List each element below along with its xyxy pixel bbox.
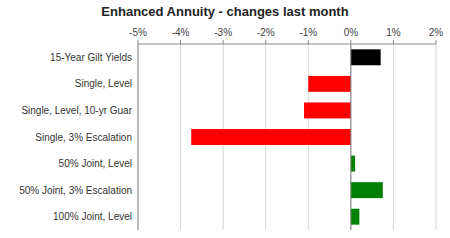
value-axis-line [138, 44, 436, 45]
chart-svg: Enhanced Annuity - changes last month -5%… [0, 0, 450, 238]
tick-mark [180, 40, 181, 44]
category-label: 15-Year Gilt Yields [50, 52, 132, 63]
category-axis-line [138, 44, 139, 230]
grid-line [180, 44, 181, 230]
grid-line [436, 44, 437, 230]
zero-line [350, 44, 351, 230]
tick-mark [265, 40, 266, 44]
grid-line [138, 44, 139, 230]
category-axis: 15-Year Gilt Yields Single, Level Single, … [19, 52, 132, 222]
bars [191, 49, 383, 224]
bar [191, 129, 351, 145]
bar [304, 102, 351, 118]
tick-label: -4% [172, 27, 190, 38]
tick-label: -3% [214, 27, 232, 38]
grid [138, 44, 436, 230]
category-label: 100% Joint, Level [53, 211, 132, 222]
bar [351, 182, 383, 198]
category-label: Single, Level, 10-yr Guar [21, 105, 132, 116]
bar [351, 209, 360, 225]
tick-label: 0% [344, 27, 359, 38]
tick-mark [436, 40, 437, 44]
tick-mark [350, 40, 351, 44]
bar [308, 76, 351, 92]
bar [351, 156, 355, 172]
tick-label: -5% [129, 27, 147, 38]
tick-mark [393, 40, 394, 44]
chart-title: Enhanced Annuity - changes last month [101, 4, 348, 19]
bar [351, 49, 381, 65]
category-label: Single, 3% Escalation [35, 132, 132, 143]
category-label: 50% Joint, 3% Escalation [19, 185, 132, 196]
tick-label: 1% [386, 27, 401, 38]
tick-label: -1% [299, 27, 317, 38]
value-axis: -5% -4% -3% -2% -1% 0% 1% 2% [129, 27, 443, 44]
chart-container: Enhanced Annuity - changes last month -5%… [0, 0, 450, 238]
grid-line [350, 44, 351, 230]
tick-mark [223, 40, 224, 44]
tick-label: 2% [429, 27, 444, 38]
tick-mark [308, 40, 309, 44]
axis-lines [138, 44, 436, 230]
tick-mark [138, 40, 139, 44]
page: {"chart_data": {"type": "bar", "orientat… [0, 0, 450, 238]
tick-label: -2% [257, 27, 275, 38]
grid-line [393, 44, 394, 230]
category-label: 50% Joint, Level [59, 158, 132, 169]
category-label: Single, Level [75, 78, 132, 89]
